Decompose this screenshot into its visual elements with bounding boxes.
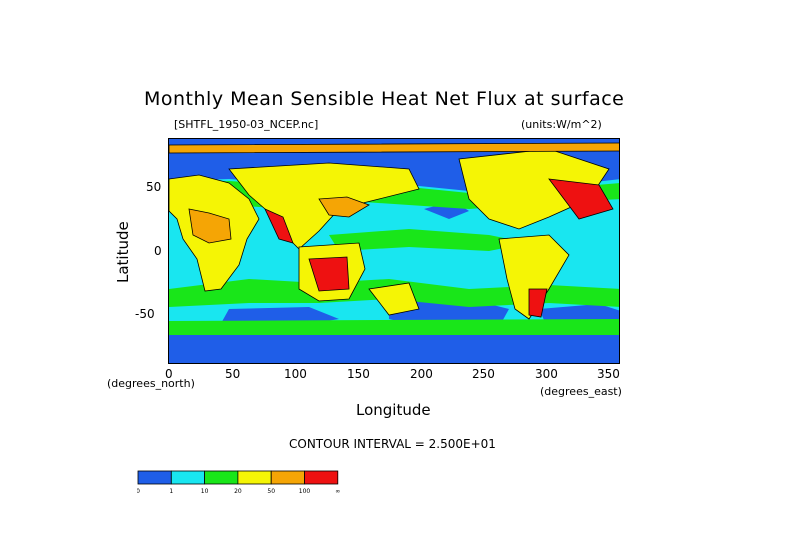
south-pacific-yellow (368, 282, 420, 316)
colorbar-label: 10 (201, 488, 209, 495)
y-unit-note: (degrees_north) (107, 377, 195, 390)
east-asia-land (318, 196, 370, 218)
north-america-hot (548, 178, 614, 220)
colorbar-label: 20 (234, 488, 242, 495)
colorbar-swatch (237, 470, 272, 485)
colorbar-label: 1 (169, 488, 173, 495)
x-unit-note: (degrees_east) (540, 385, 622, 398)
x-tick-300: 300 (535, 367, 558, 381)
flux-map (168, 138, 620, 364)
antarctic-band (169, 335, 619, 363)
x-tick-150: 150 (347, 367, 370, 381)
units-label: (units:W/m^2) (521, 118, 602, 131)
south-america-hot (528, 288, 548, 318)
file-label: [SHTFL_1950-03_NCEP.nc] (174, 118, 319, 131)
sahara-land (188, 208, 232, 244)
equatorial-green (329, 229, 529, 251)
southern-ocean-green (169, 319, 619, 335)
y-tick-minus50: -50 (135, 307, 155, 321)
colorbar-swatch (204, 470, 239, 485)
chart-title: Monthly Mean Sensible Heat Net Flux at s… (144, 88, 625, 110)
colorbar-swatch (270, 470, 305, 485)
colorbar-label: 100 (299, 488, 311, 495)
colorbar-swatch (137, 470, 172, 485)
x-tick-0: 0 (165, 367, 173, 381)
colorbar-swatch (170, 470, 205, 485)
australia-hot (308, 256, 350, 292)
colorbar-label: 50 (267, 488, 275, 495)
land-regions (169, 142, 619, 320)
y-axis-label: Latitude (114, 221, 132, 283)
y-tick-50: 50 (146, 180, 162, 194)
x-tick-250: 250 (472, 367, 495, 381)
x-tick-100: 100 (284, 367, 307, 381)
colorbar-swatch (304, 470, 339, 485)
x-tick-200: 200 (410, 367, 433, 381)
x-tick-50: 50 (225, 367, 241, 381)
y-tick-0: 0 (154, 244, 162, 258)
arctic-land (169, 142, 619, 154)
north-america-land (458, 148, 610, 230)
contour-interval: CONTOUR INTERVAL = 2.500E+01 (289, 437, 496, 451)
colorbar-label: ∞ (335, 488, 340, 495)
colorbar: 0 1 10 20 50 100 ∞ (136, 470, 341, 500)
colorbar-label: 0 (137, 488, 140, 495)
india-land (264, 208, 294, 244)
x-axis-label: Longitude (356, 401, 431, 419)
x-tick-350: 350 (597, 367, 620, 381)
